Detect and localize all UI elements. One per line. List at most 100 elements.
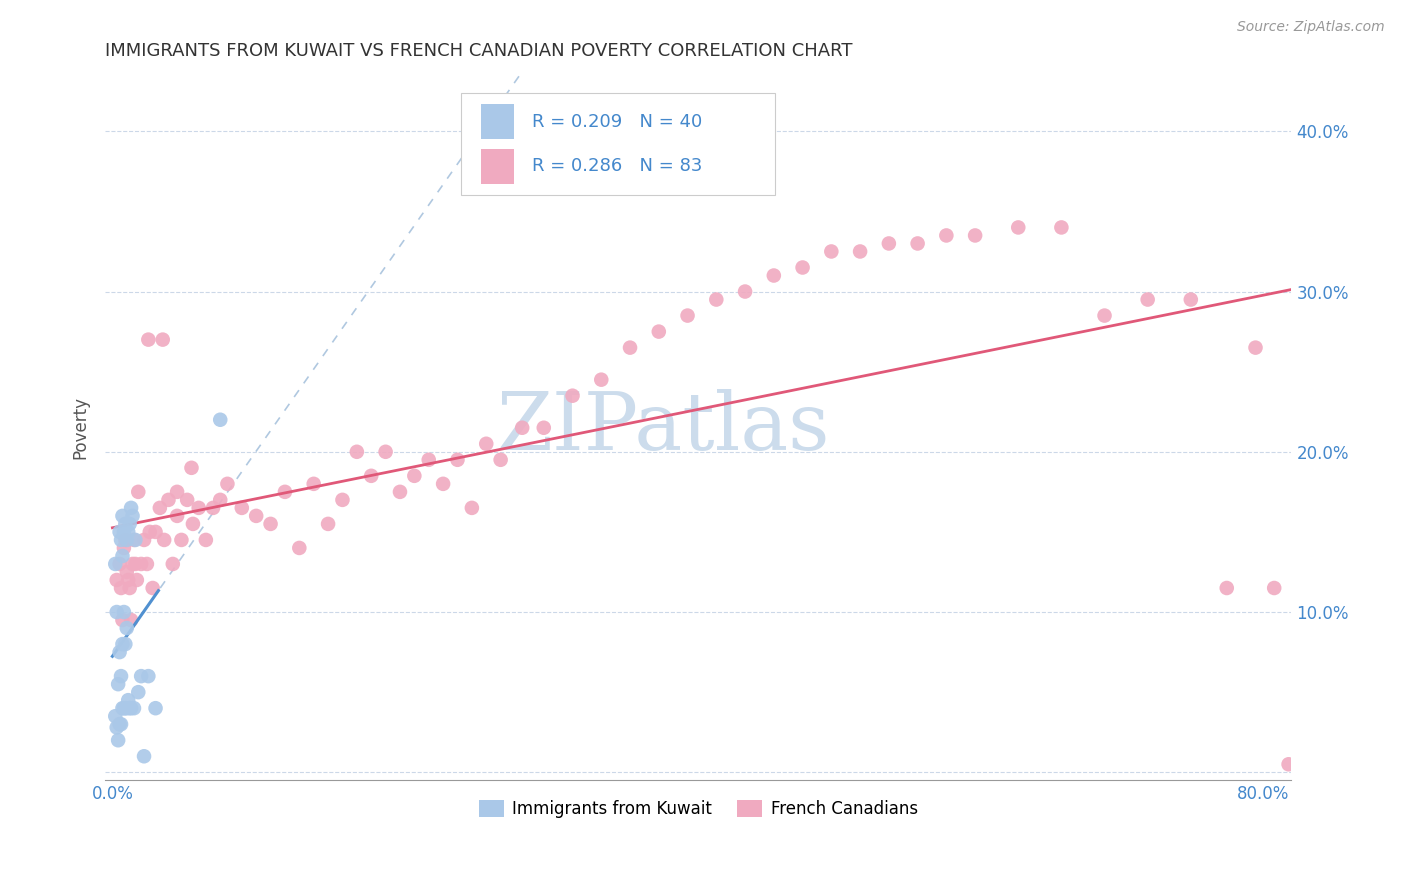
Point — [166, 508, 188, 523]
Point — [187, 500, 209, 515]
Point — [110, 717, 132, 731]
Text: Source: ZipAtlas.com: Source: ZipAtlas.com — [1237, 20, 1385, 34]
Point — [388, 484, 411, 499]
Point — [138, 669, 160, 683]
Point — [149, 500, 172, 515]
Text: R = 0.286   N = 83: R = 0.286 N = 83 — [533, 157, 703, 175]
Point — [117, 573, 139, 587]
Text: R = 0.209   N = 40: R = 0.209 N = 40 — [533, 113, 703, 131]
Point — [152, 333, 174, 347]
Point — [1180, 293, 1202, 307]
Point — [111, 508, 134, 523]
Point — [1050, 220, 1073, 235]
Point — [139, 524, 162, 539]
Point — [127, 685, 149, 699]
Bar — [481, 104, 515, 139]
Point — [115, 565, 138, 579]
Point — [135, 557, 157, 571]
Point — [115, 621, 138, 635]
Point — [849, 244, 872, 259]
Point — [110, 669, 132, 683]
Point — [170, 533, 193, 547]
Point — [138, 333, 160, 347]
Point — [209, 413, 232, 427]
Point — [288, 541, 311, 555]
Point — [111, 701, 134, 715]
Point — [124, 533, 146, 547]
Point — [619, 341, 641, 355]
Point — [162, 557, 184, 571]
Point — [114, 637, 136, 651]
Point — [475, 437, 498, 451]
Point — [820, 244, 842, 259]
Point — [346, 444, 368, 458]
Point — [129, 557, 152, 571]
Point — [1094, 309, 1116, 323]
Point — [108, 645, 131, 659]
Point — [118, 701, 141, 715]
Point — [418, 452, 440, 467]
Point — [217, 476, 239, 491]
Point — [120, 500, 142, 515]
Point — [145, 524, 167, 539]
Point — [115, 533, 138, 547]
Point — [105, 605, 128, 619]
Point — [114, 701, 136, 715]
Point — [115, 701, 138, 715]
Text: ZIPatlas: ZIPatlas — [496, 389, 830, 467]
Point — [122, 533, 145, 547]
Point — [446, 452, 468, 467]
Point — [114, 516, 136, 531]
Point — [176, 492, 198, 507]
Point — [132, 749, 155, 764]
Point — [112, 605, 135, 619]
Point — [114, 533, 136, 547]
Point — [704, 293, 727, 307]
Point — [245, 508, 267, 523]
Point — [907, 236, 929, 251]
Point — [676, 309, 699, 323]
Point — [117, 693, 139, 707]
Point — [125, 573, 148, 587]
Point — [142, 581, 165, 595]
Point — [194, 533, 217, 547]
Text: IMMIGRANTS FROM KUWAIT VS FRENCH CANADIAN POVERTY CORRELATION CHART: IMMIGRANTS FROM KUWAIT VS FRENCH CANADIA… — [105, 42, 852, 60]
Point — [202, 500, 225, 515]
Point — [120, 701, 142, 715]
Point — [1277, 757, 1299, 772]
Point — [107, 733, 129, 747]
Point — [112, 524, 135, 539]
Point — [112, 541, 135, 555]
Point — [374, 444, 396, 458]
Point — [120, 613, 142, 627]
Point — [935, 228, 957, 243]
Point — [127, 484, 149, 499]
Point — [231, 500, 253, 515]
Point — [432, 476, 454, 491]
Point — [1244, 341, 1267, 355]
Point — [107, 677, 129, 691]
Point — [792, 260, 814, 275]
Y-axis label: Poverty: Poverty — [72, 396, 89, 459]
FancyBboxPatch shape — [461, 93, 776, 195]
Point — [316, 516, 339, 531]
Point — [877, 236, 900, 251]
Point — [965, 228, 987, 243]
Point — [108, 717, 131, 731]
Point — [734, 285, 756, 299]
Point — [510, 421, 533, 435]
Point — [118, 516, 141, 531]
Point — [108, 524, 131, 539]
Point — [209, 492, 232, 507]
Point — [1007, 220, 1029, 235]
Point — [111, 549, 134, 563]
Point — [762, 268, 785, 283]
Point — [108, 557, 131, 571]
Point — [591, 373, 613, 387]
Point — [121, 557, 143, 571]
Point — [132, 533, 155, 547]
Point — [121, 508, 143, 523]
Point — [360, 468, 382, 483]
Point — [110, 581, 132, 595]
Point — [105, 573, 128, 587]
